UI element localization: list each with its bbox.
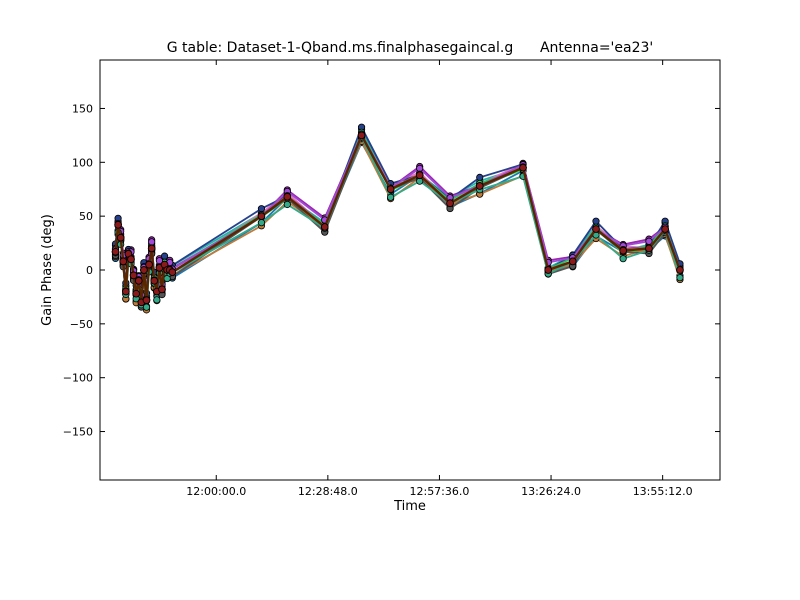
series-point-8-23 xyxy=(257,205,266,213)
series-point-main-31 xyxy=(519,163,527,172)
series-point-13-23 xyxy=(257,219,266,227)
series-point-main-8 xyxy=(132,289,141,298)
series-point-main-3 xyxy=(119,257,128,266)
series-point-main-33 xyxy=(568,257,577,266)
series-point-main-24 xyxy=(283,192,292,201)
series-point-main-13 xyxy=(145,260,153,269)
series-point-main-12 xyxy=(142,296,151,305)
series-point-main-2 xyxy=(116,233,125,242)
series-point-main-7 xyxy=(129,271,138,280)
series-point-main-35 xyxy=(619,246,627,255)
y-axis-label: Gain Phase (deg) xyxy=(40,214,55,326)
series-point-main-28 xyxy=(415,171,424,180)
series-point-13-24 xyxy=(283,200,291,209)
axis-layer: 12:00:00.0 12:28:48.0 12:57:36.0 13:26:24.0… xyxy=(63,60,720,498)
series-point-13-38 xyxy=(676,274,684,282)
series-point-main-22 xyxy=(168,268,177,277)
series-point-main-9 xyxy=(134,276,143,285)
y-tick-label-4: −50 xyxy=(70,318,93,331)
y-tick-label-2: 50 xyxy=(79,210,93,223)
y-tick-label-0: 150 xyxy=(72,102,93,115)
series-point-13-35 xyxy=(619,255,627,263)
series-point-main-11 xyxy=(140,266,148,274)
series-point-main-34 xyxy=(592,225,600,233)
series-point-main-29 xyxy=(446,199,454,208)
series-point-main-14 xyxy=(147,244,156,253)
series-point-main-4 xyxy=(121,287,130,296)
series-point-main-6 xyxy=(127,255,135,264)
series-point-main-37 xyxy=(661,225,669,233)
series-point-main-23 xyxy=(257,212,266,221)
series-point-main-26 xyxy=(357,131,366,140)
y-tick-label-3: 0 xyxy=(86,264,93,277)
series-point-main-18 xyxy=(158,285,166,294)
chart-title: G table: Dataset-1-Qband.ms.finalphasega… xyxy=(167,40,654,56)
x-tick-label-0: 12:00:00.0 xyxy=(186,485,246,498)
series-point-13-27 xyxy=(387,193,395,201)
x-tick-label-1: 12:28:48.0 xyxy=(298,485,358,498)
series-point-main-36 xyxy=(645,244,653,253)
series-point-8-30 xyxy=(476,173,484,181)
series-point-main-25 xyxy=(320,223,329,231)
series-point-main-27 xyxy=(386,185,395,194)
x-tick-label-2: 12:57:36.0 xyxy=(409,485,469,498)
x-axis-label: Time xyxy=(393,499,426,514)
x-tick-label-4: 13:55:12.0 xyxy=(633,485,693,498)
series-point-13-12 xyxy=(142,303,151,311)
series-point-11-36 xyxy=(645,237,653,245)
series-point-main-30 xyxy=(475,182,484,190)
y-tick-label-5: −100 xyxy=(63,372,93,385)
plot-layer xyxy=(111,123,684,314)
series-point-8-34 xyxy=(592,217,600,225)
series-point-main-0 xyxy=(111,247,120,256)
y-tick-label-1: 100 xyxy=(72,156,93,169)
series-point-8-19 xyxy=(160,252,169,260)
series-point-11-14 xyxy=(148,238,156,246)
series-point-main-15 xyxy=(150,276,159,285)
series-point-main-38 xyxy=(676,266,684,274)
series-point-main-1 xyxy=(114,220,122,229)
x-tick-label-3: 13:26:24.0 xyxy=(521,485,581,498)
y-tick-label-6: −150 xyxy=(63,426,93,439)
series-point-main-32 xyxy=(544,266,553,274)
series-point-13-16 xyxy=(153,296,161,304)
